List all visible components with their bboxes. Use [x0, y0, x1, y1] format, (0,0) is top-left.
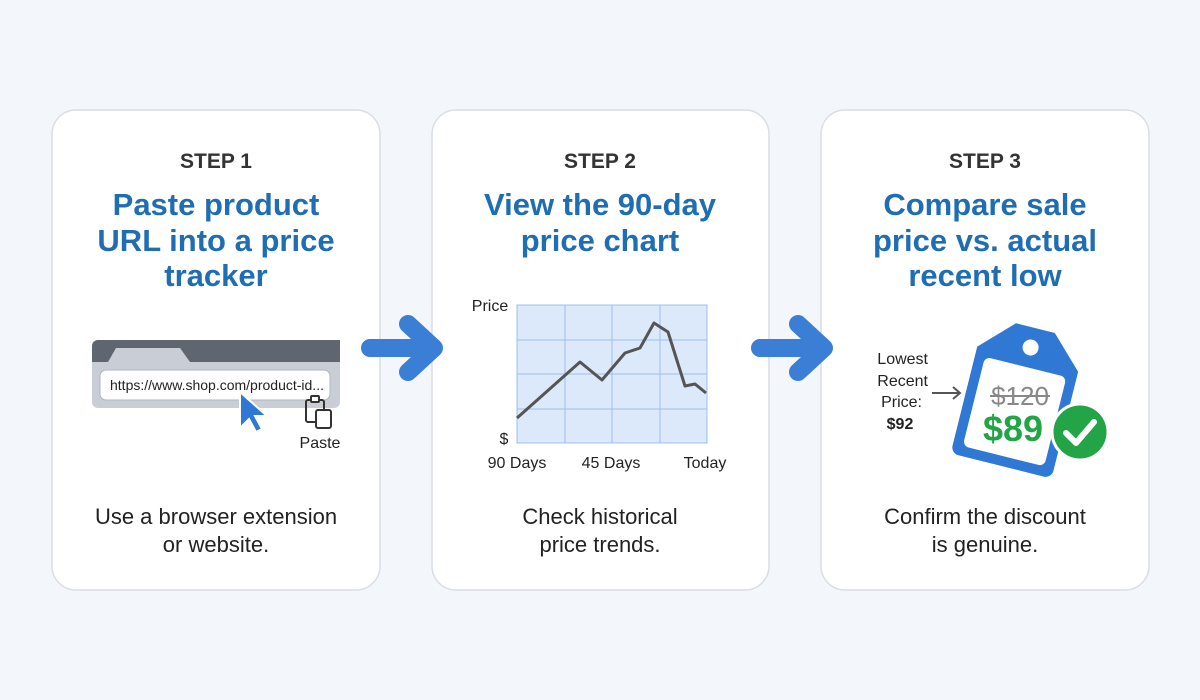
step-title: Compare sale	[883, 187, 1086, 222]
lowest-price: $92	[887, 416, 914, 433]
clipboard-icon	[305, 395, 332, 429]
chart-y-unit: $	[500, 431, 509, 448]
chart-y-label: Price	[472, 298, 509, 315]
sale-price: $89	[983, 408, 1043, 449]
arrow	[361, 315, 443, 381]
step-title: price chart	[521, 223, 680, 258]
arrow	[751, 315, 833, 381]
url-text: https://www.shop.com/product-id...	[110, 377, 324, 393]
note-text: Recent	[877, 373, 928, 390]
paste-label: Paste	[300, 435, 341, 452]
price-tag	[952, 323, 1079, 477]
step-description: Use a browser extension	[95, 504, 337, 529]
step-title: View the 90-day	[484, 187, 717, 222]
cursor	[239, 389, 270, 434]
step-title: tracker	[164, 258, 267, 293]
step-title: recent low	[908, 258, 1062, 293]
chart-x-label: 45 Days	[582, 455, 641, 472]
step-label: STEP 3	[949, 150, 1021, 173]
check-badge	[1050, 402, 1110, 462]
chart-x-label: 90 Days	[488, 455, 547, 472]
step-title: URL into a price	[97, 223, 334, 258]
chart-x-label: Today	[684, 455, 727, 472]
step-description: price trends.	[539, 532, 660, 557]
step-description: or website.	[163, 532, 269, 557]
step-label: STEP 1	[180, 150, 252, 173]
step-description: is genuine.	[932, 532, 1038, 557]
note-text: Lowest	[877, 351, 928, 368]
note-text: Price:	[881, 394, 922, 411]
step-description: Check historical	[522, 504, 677, 529]
mini-chart	[516, 304, 708, 444]
step-title: Paste product	[113, 187, 320, 222]
browser-illustration	[92, 340, 340, 408]
pointer-arrow	[932, 386, 962, 400]
step-description: Confirm the discount	[884, 504, 1086, 529]
step-title: price vs. actual	[873, 223, 1097, 258]
step-label: STEP 2	[564, 150, 636, 173]
